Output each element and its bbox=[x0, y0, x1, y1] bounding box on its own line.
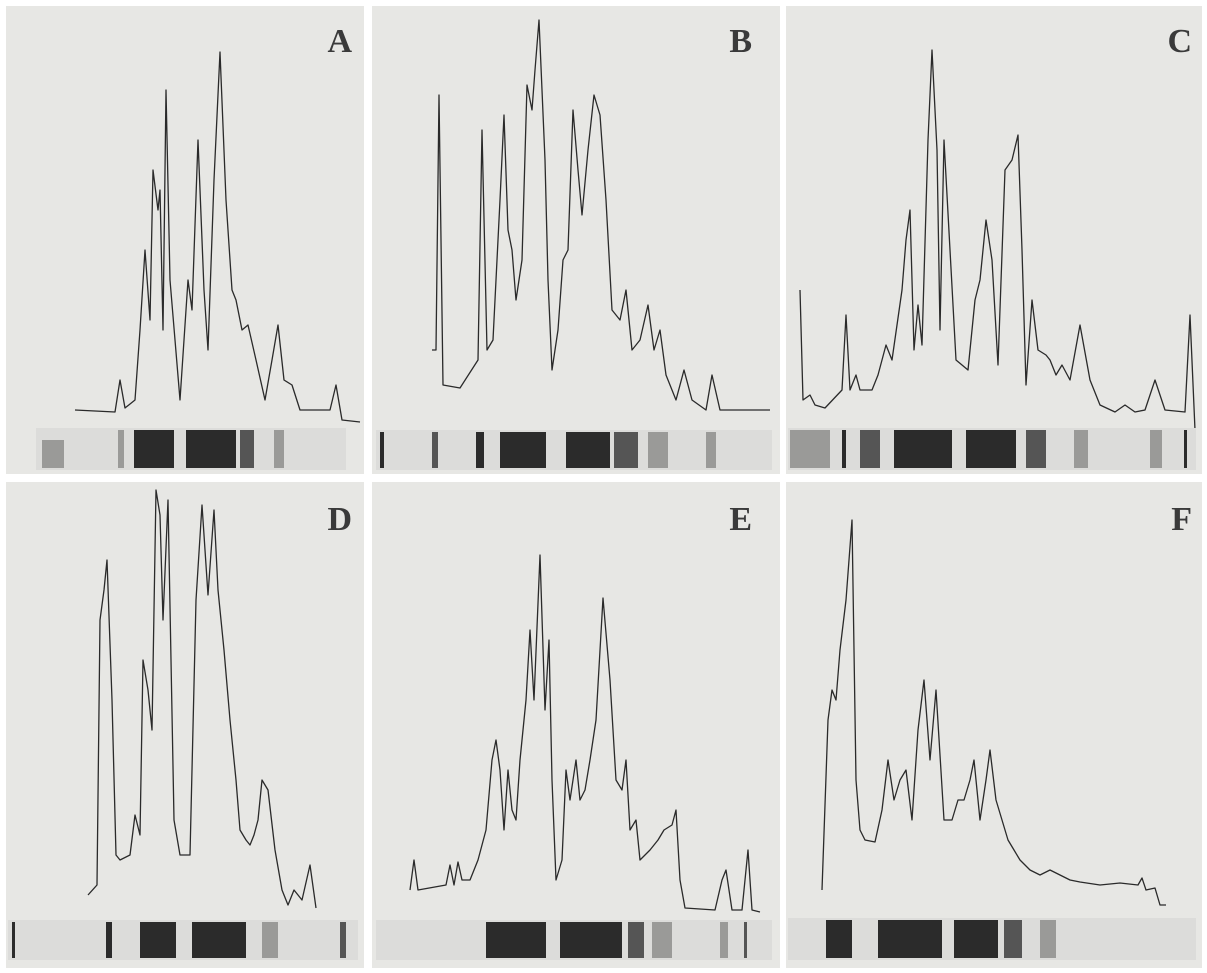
trace bbox=[799, 49, 1196, 431]
trace bbox=[821, 519, 1166, 906]
gel-strip bbox=[376, 920, 772, 960]
panel-label: A bbox=[327, 23, 352, 60]
gel-strip bbox=[8, 920, 358, 960]
gel-strip bbox=[788, 428, 1196, 470]
trace bbox=[409, 554, 761, 913]
panel-label: C bbox=[1167, 23, 1192, 60]
trace bbox=[74, 51, 361, 423]
trace bbox=[432, 19, 770, 411]
gel-strip bbox=[376, 430, 772, 470]
panel-e bbox=[372, 482, 780, 968]
panel-c bbox=[786, 6, 1202, 474]
panel-b bbox=[372, 6, 780, 474]
gel-strip bbox=[788, 918, 1196, 960]
gel-strip bbox=[36, 428, 346, 470]
panel-label: B bbox=[729, 23, 752, 60]
panel-label: D bbox=[327, 501, 352, 538]
panel-label: F bbox=[1171, 501, 1192, 538]
panel-d bbox=[6, 482, 364, 968]
trace bbox=[87, 489, 317, 909]
panel-label: E bbox=[729, 501, 752, 538]
panel-f bbox=[786, 482, 1202, 968]
panel-a bbox=[6, 6, 364, 474]
